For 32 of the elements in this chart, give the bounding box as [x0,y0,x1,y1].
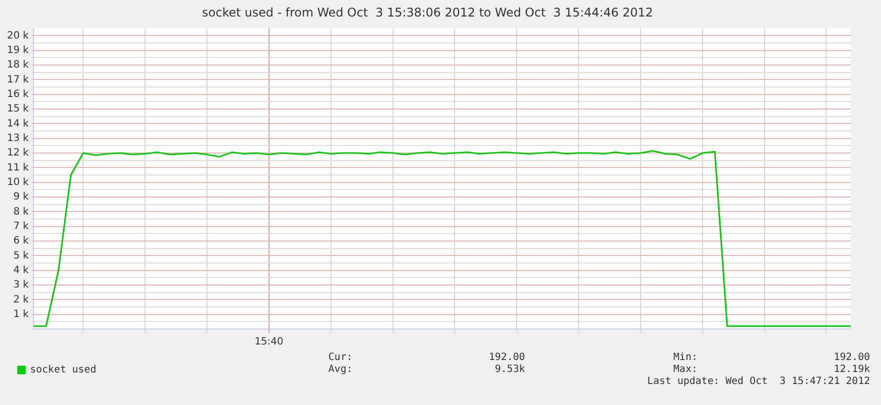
y-tick-label: 5 k [13,250,29,262]
y-tick-label: 2 k [13,294,29,306]
y-tick-label: 11 k [6,162,29,174]
y-tick-label: 20 k [6,30,29,42]
text: Max: [672,364,698,375]
y-tick-label: 1 k [13,308,29,320]
text: Avg: [327,364,352,375]
y-tick-label: 18 k [6,60,29,71]
y-tick-label: 8 k [13,206,29,218]
y-tick-label: 6 k [13,236,29,247]
text: Cur: [327,352,352,363]
y-tick-label: 7 k [13,220,29,232]
y-tick-label: 3 k [13,280,29,291]
chart-title: socket used - from Wed Oct 3 15:38:06 2012 to Wed Oct 3 15:44:46 2012 [202,5,653,20]
text: 192.00 [488,352,525,363]
y-tick-label: 14 k [6,118,29,130]
y-tick-label: 12 k [6,148,29,159]
y-tick-label: 16 k [6,88,29,100]
text: Min: [672,352,698,363]
text: Last update: Wed Oct 3 15:47:21 2012 [646,376,870,387]
y-tick-label: 19 k [6,44,29,56]
y-tick-label: 13 k [6,132,29,144]
text: 12.19k [832,364,870,375]
text: 9.53k [494,364,525,375]
y-tick-label: 15 k [6,104,29,115]
y-tick-label: 4 k [13,264,29,276]
y-tick-label: 17 k [6,74,29,86]
y-tick-label: 10 k [6,176,29,188]
y-tick-label: 9 k [13,192,29,203]
legend-label: socket used [30,364,96,376]
x-tick-label: 15:40 [254,336,284,348]
text: 192.00 [832,352,870,363]
